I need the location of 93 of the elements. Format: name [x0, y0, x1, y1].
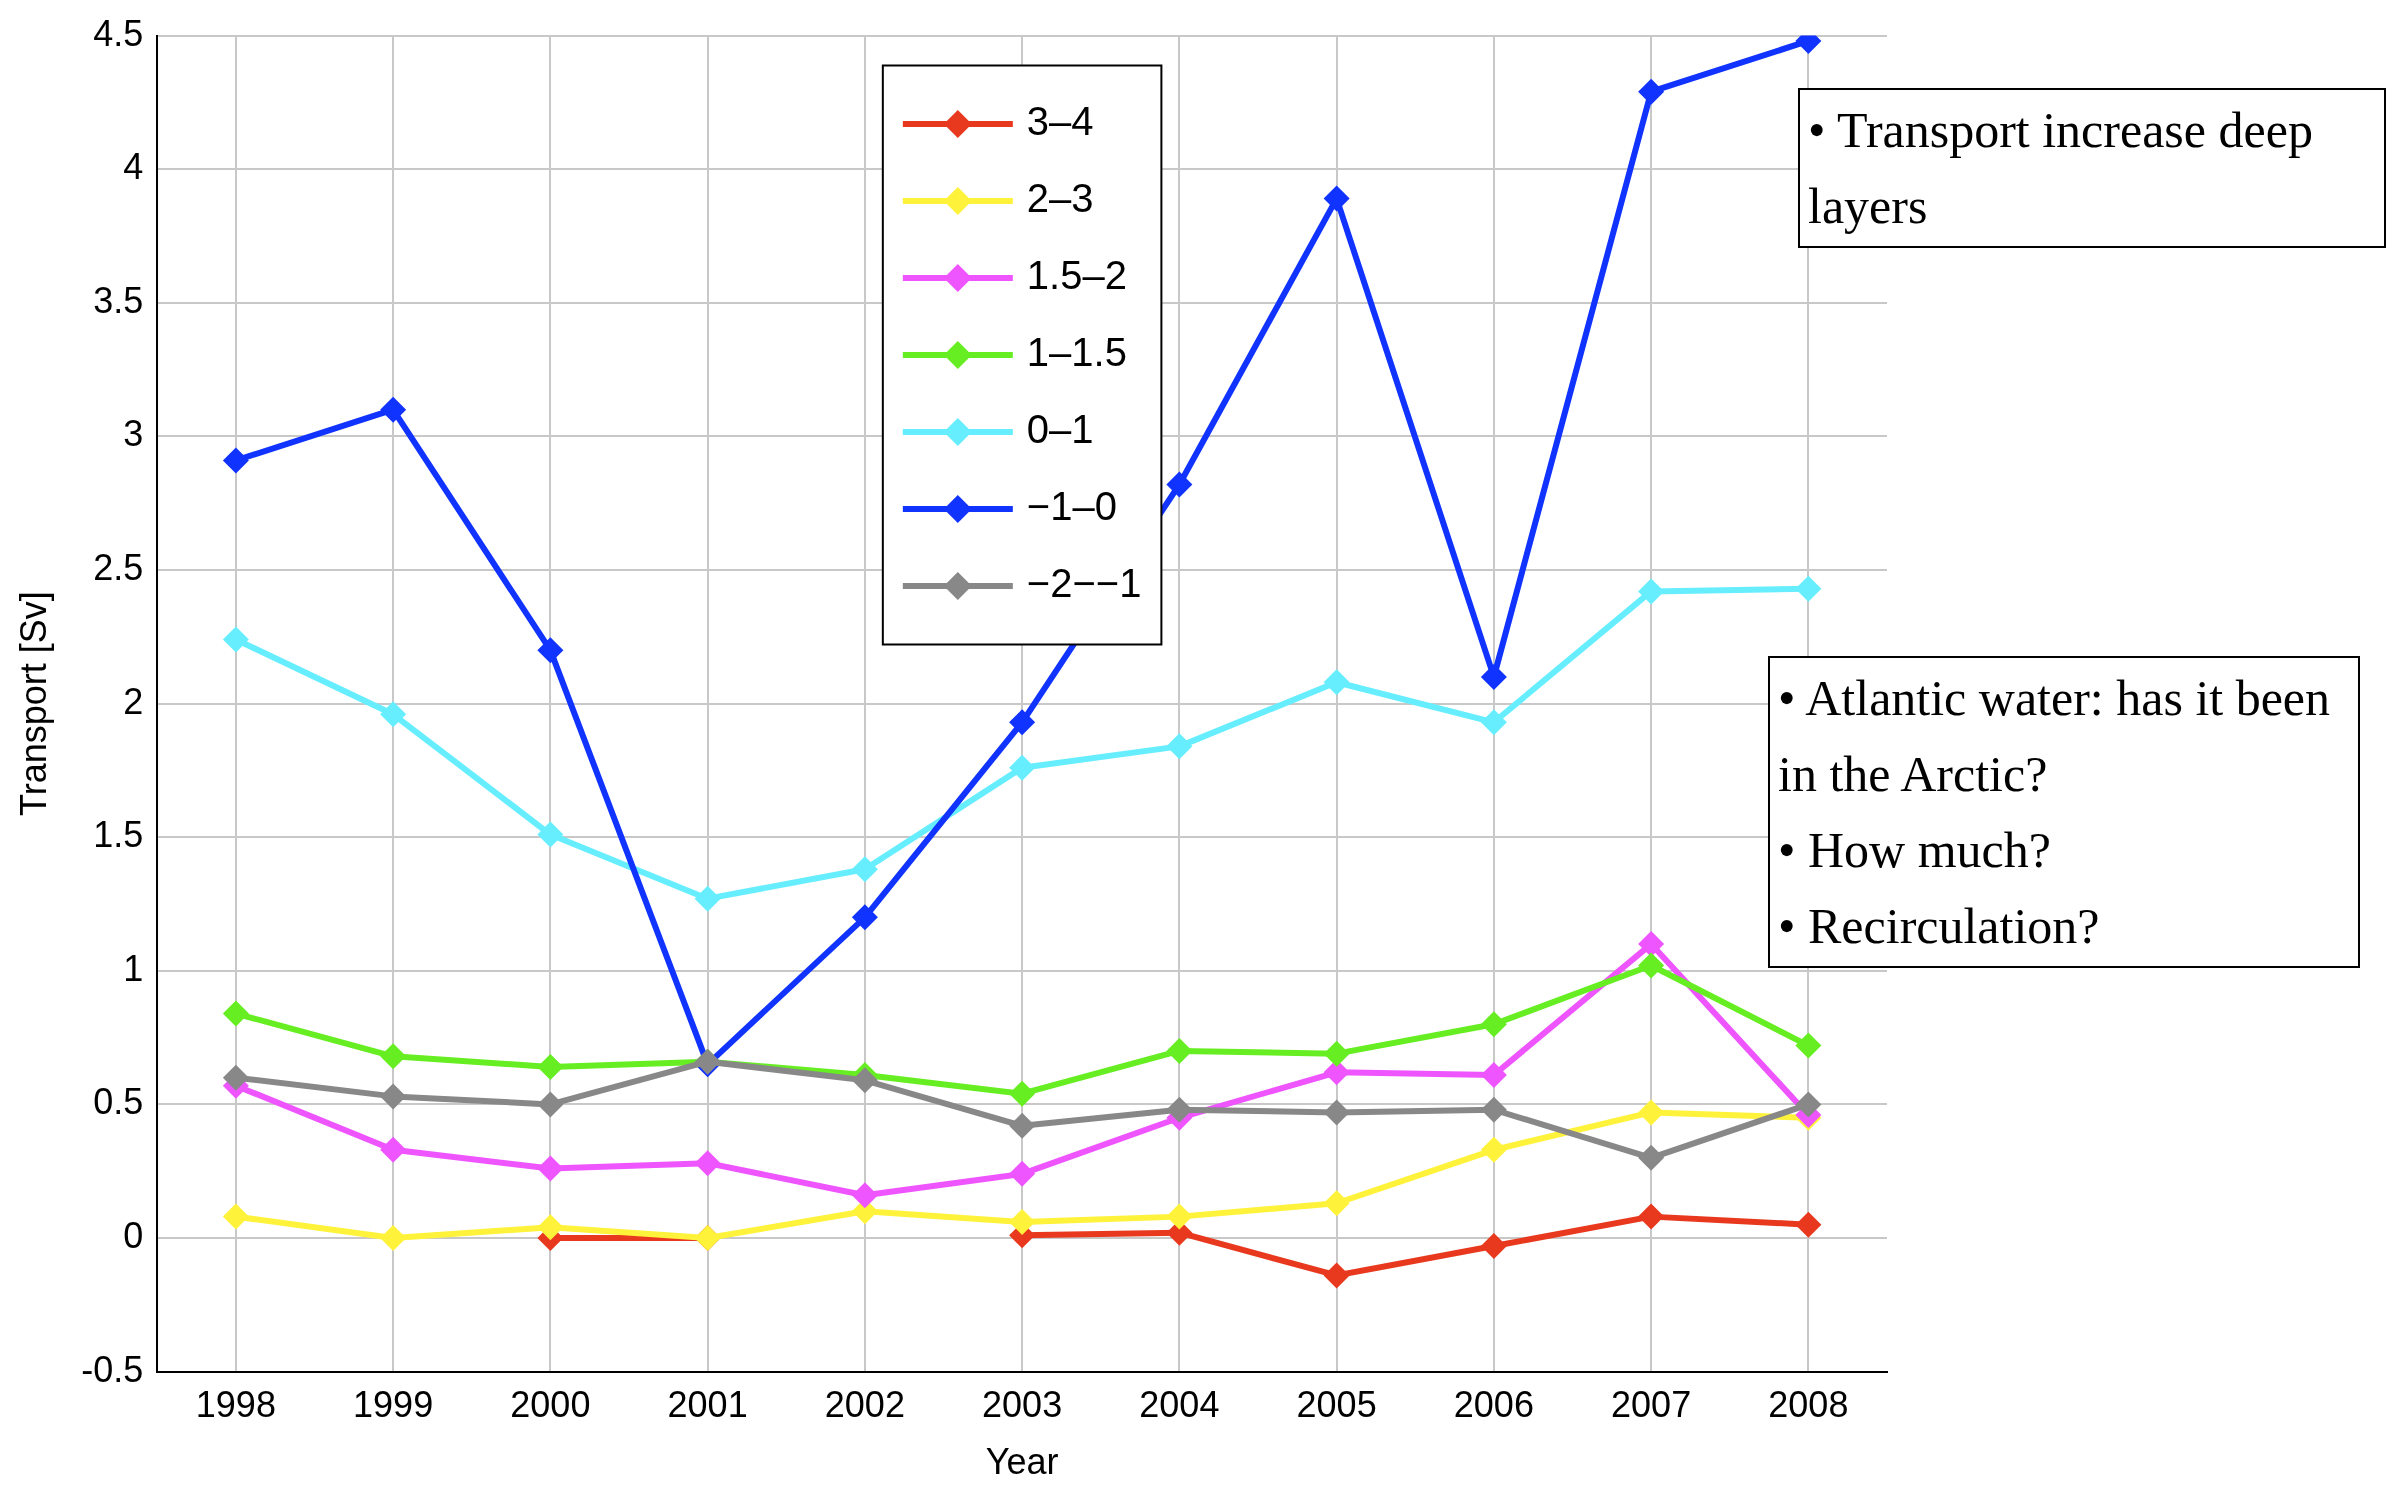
point — [1480, 663, 1507, 690]
legend-label: 0–1 — [1026, 407, 1094, 452]
y-tick-label: 2.5 — [93, 546, 144, 588]
legend-label: 3–4 — [1026, 99, 1094, 144]
point — [1638, 931, 1665, 958]
point — [1323, 185, 1350, 212]
point — [537, 1155, 564, 1182]
x-tick-label: 2000 — [510, 1384, 591, 1426]
point — [1009, 1208, 1036, 1235]
point — [1323, 1190, 1350, 1217]
point — [1166, 1037, 1193, 1064]
x-axis-title: Year — [985, 1441, 1059, 1483]
y-tick-label: 4 — [123, 146, 144, 188]
annotation: • How much? — [1778, 821, 2052, 880]
point — [380, 701, 407, 728]
point — [537, 1214, 564, 1241]
point — [222, 447, 249, 474]
x-tick-label: 2003 — [982, 1384, 1063, 1426]
point — [1323, 1040, 1350, 1067]
point — [1480, 709, 1507, 736]
point — [1638, 78, 1665, 105]
y-tick-label: 3.5 — [93, 279, 144, 321]
point — [1638, 1099, 1665, 1126]
point — [1009, 754, 1036, 781]
point — [1795, 1091, 1822, 1118]
y-tick-label: 2 — [123, 680, 144, 722]
y-tick-label: 0 — [123, 1214, 144, 1256]
x-tick-label: 2007 — [1611, 1384, 1692, 1426]
y-axis-title: Transport [Sv] — [12, 591, 54, 816]
point — [222, 1000, 249, 1027]
point — [1323, 1262, 1350, 1289]
point — [380, 1043, 407, 1070]
point — [1009, 1160, 1036, 1187]
point — [537, 821, 564, 848]
point — [694, 1150, 721, 1177]
point — [1009, 1112, 1036, 1139]
point — [537, 637, 564, 664]
x-tick-label: 2004 — [1139, 1384, 1220, 1426]
point — [1638, 1144, 1665, 1171]
point — [1795, 1032, 1822, 1059]
y-tick-label: 1 — [123, 947, 144, 989]
point — [222, 626, 249, 653]
x-tick-label: 2005 — [1296, 1384, 1377, 1426]
point — [1166, 1203, 1193, 1230]
legend-label: 2–3 — [1026, 176, 1094, 221]
point — [537, 1091, 564, 1118]
y-tick-label: -0.5 — [81, 1348, 144, 1390]
point — [1009, 1080, 1036, 1107]
annotation: • Recirculation? — [1778, 897, 2101, 956]
point — [1638, 952, 1665, 979]
x-tick-label: 2006 — [1453, 1384, 1534, 1426]
y-tick-label: 4.5 — [93, 12, 144, 54]
point — [1323, 1099, 1350, 1126]
point — [1795, 575, 1822, 602]
point — [380, 1225, 407, 1251]
point — [1323, 669, 1350, 696]
point — [1166, 733, 1193, 760]
point — [537, 1053, 564, 1080]
x-tick-label: 2008 — [1768, 1384, 1849, 1426]
x-tick-label: 2002 — [824, 1384, 905, 1426]
point — [380, 396, 407, 423]
point — [1480, 1011, 1507, 1038]
point — [1166, 471, 1193, 498]
x-tick-label: 2001 — [667, 1384, 748, 1426]
y-tick-label: 0.5 — [93, 1081, 144, 1123]
legend-label: −1–0 — [1026, 484, 1117, 529]
point — [380, 1083, 407, 1110]
point — [1638, 1203, 1665, 1230]
point — [851, 856, 878, 883]
point — [851, 1182, 878, 1209]
y-tick-label: 1.5 — [93, 814, 144, 856]
annotation: • Atlantic water: has it been in the Arctic? — [1778, 669, 2332, 804]
point — [694, 885, 721, 912]
point — [851, 1067, 878, 1094]
point — [1480, 1062, 1507, 1089]
point — [222, 1203, 249, 1230]
point — [1480, 1233, 1507, 1260]
point — [1480, 1136, 1507, 1163]
legend-label: −2−−1 — [1026, 561, 1142, 606]
point — [380, 1136, 407, 1163]
point — [1638, 578, 1665, 605]
x-tick-label: 1998 — [195, 1384, 276, 1426]
x-tick-label: 1999 — [353, 1384, 434, 1426]
point — [1795, 1211, 1822, 1238]
y-tick-label: 3 — [123, 413, 144, 455]
point — [222, 1064, 249, 1091]
legend-label: 1–1.5 — [1026, 330, 1127, 375]
annotation: • Transport increase deep layers — [1808, 101, 2314, 236]
point — [1480, 1096, 1507, 1123]
point — [1009, 709, 1036, 736]
point — [1166, 1096, 1193, 1123]
point — [851, 904, 878, 931]
legend-label: 1.5–2 — [1026, 253, 1127, 298]
